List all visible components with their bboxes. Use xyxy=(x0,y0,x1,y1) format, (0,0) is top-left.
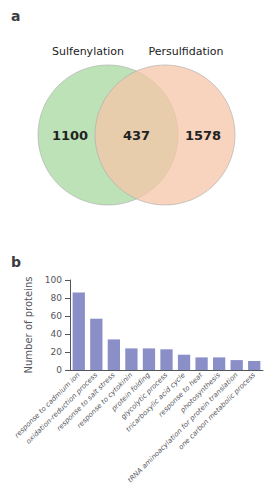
svg-text:protein folding: protein folding xyxy=(110,371,152,413)
svg-text:Persulfidation: Persulfidation xyxy=(148,45,223,58)
svg-text:one carbon metabolic process: one carbon metabolic process xyxy=(177,371,257,451)
svg-text:0: 0 xyxy=(56,365,62,375)
svg-text:response to salt stress: response to salt stress xyxy=(55,371,117,433)
svg-text:glycolytic process: glycolytic process xyxy=(119,371,170,421)
svg-text:b: b xyxy=(11,254,21,270)
svg-text:oxidation-reduction process: oxidation-reduction process xyxy=(25,371,100,446)
svg-text:response to cadmium ion: response to cadmium ion xyxy=(13,371,81,439)
svg-text:Sulfenylation: Sulfenylation xyxy=(52,45,124,58)
svg-text:437: 437 xyxy=(123,128,150,143)
svg-text:40: 40 xyxy=(51,329,63,339)
svg-text:tricarboxylic acid cycle: tricarboxylic acid cycle xyxy=(124,371,187,434)
svg-text:photosynthesis: photosynthesis xyxy=(178,371,222,415)
svg-text:tRNA aminoacylation for protei: tRNA aminoacylation for protein translat… xyxy=(126,371,239,484)
svg-text:1100: 1100 xyxy=(52,128,88,143)
svg-text:100: 100 xyxy=(45,275,62,285)
svg-text:1578: 1578 xyxy=(185,128,221,143)
svg-text:a: a xyxy=(11,8,20,24)
svg-text:60: 60 xyxy=(51,311,63,321)
svg-text:20: 20 xyxy=(51,347,63,357)
svg-text:response to heat: response to heat xyxy=(157,371,205,419)
svg-text:Number of proteins: Number of proteins xyxy=(23,277,34,374)
svg-text:response to cytokinin: response to cytokinin xyxy=(75,371,135,430)
svg-text:80: 80 xyxy=(51,293,63,303)
